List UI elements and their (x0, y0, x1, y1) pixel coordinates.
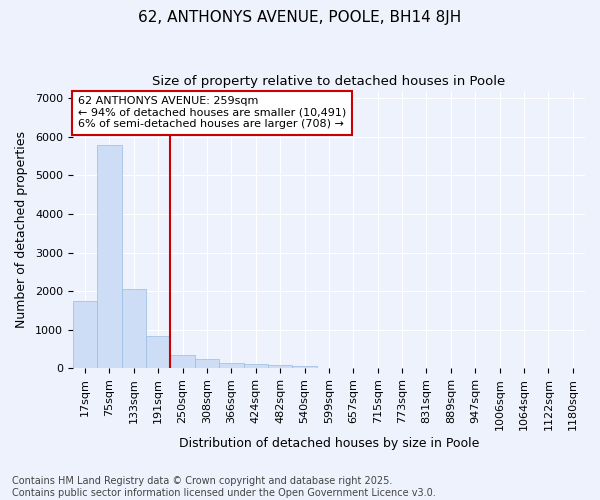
Text: Contains HM Land Registry data © Crown copyright and database right 2025.
Contai: Contains HM Land Registry data © Crown c… (12, 476, 436, 498)
Y-axis label: Number of detached properties: Number of detached properties (15, 131, 28, 328)
Text: 62, ANTHONYS AVENUE, POOLE, BH14 8JH: 62, ANTHONYS AVENUE, POOLE, BH14 8JH (139, 10, 461, 25)
Bar (219, 364, 244, 368)
Bar (170, 355, 195, 368)
Bar (268, 366, 292, 368)
Bar (122, 289, 146, 368)
Bar (146, 336, 170, 368)
Bar (292, 366, 317, 368)
X-axis label: Distribution of detached houses by size in Poole: Distribution of detached houses by size … (179, 437, 479, 450)
Bar (97, 144, 122, 368)
Bar (195, 360, 219, 368)
Bar (244, 364, 268, 368)
Bar (73, 301, 97, 368)
Title: Size of property relative to detached houses in Poole: Size of property relative to detached ho… (152, 75, 506, 88)
Text: 62 ANTHONYS AVENUE: 259sqm
← 94% of detached houses are smaller (10,491)
6% of s: 62 ANTHONYS AVENUE: 259sqm ← 94% of deta… (78, 96, 346, 130)
